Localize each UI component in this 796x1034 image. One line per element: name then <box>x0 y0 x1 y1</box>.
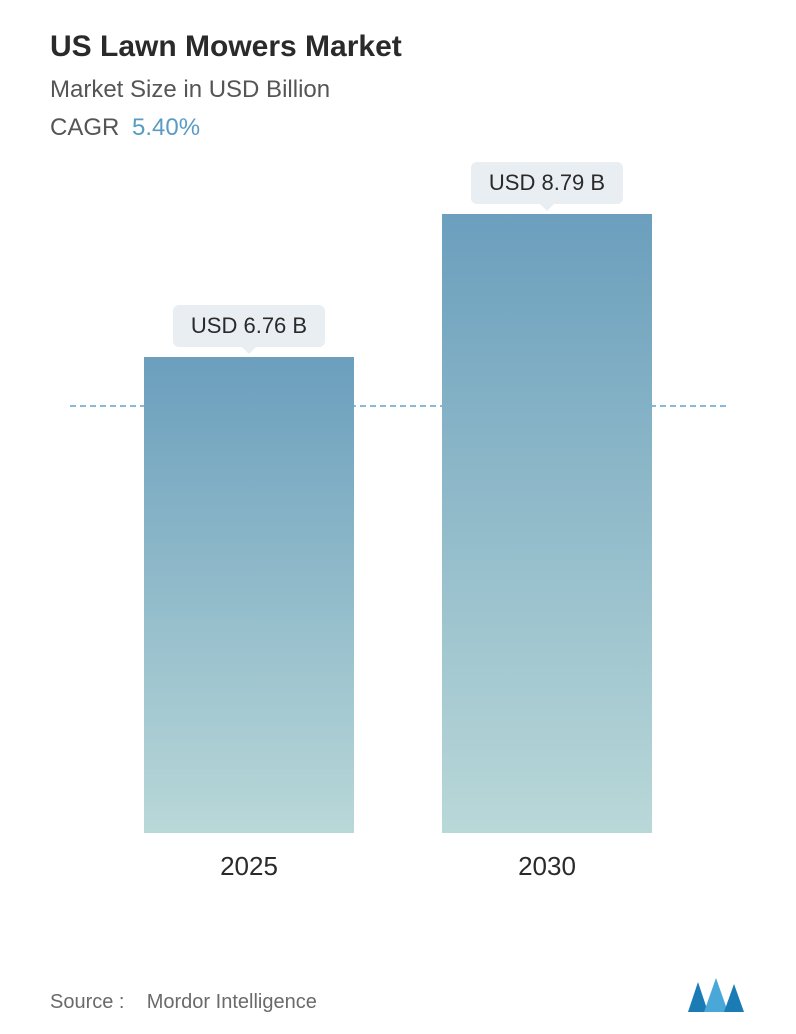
bar-1 <box>442 214 652 833</box>
bar-0 <box>144 357 354 833</box>
bar-group-0: USD 6.76 B 2025 <box>144 305 354 882</box>
chart-title: US Lawn Mowers Market <box>50 30 746 64</box>
bars-wrapper: USD 6.76 B 2025 USD 8.79 B 2030 <box>70 242 726 882</box>
chart-area: USD 6.76 B 2025 USD 8.79 B 2030 <box>50 182 746 954</box>
x-label-1: 2030 <box>518 851 576 882</box>
cagr-row: CAGR 5.40% <box>50 114 746 142</box>
cagr-value: 5.40% <box>132 114 200 141</box>
cagr-label: CAGR <box>50 114 119 141</box>
source-name: Mordor Intelligence <box>147 991 317 1013</box>
source-text: Source : Mordor Intelligence <box>50 991 317 1014</box>
source-label: Source : <box>50 991 124 1013</box>
chart-subtitle: Market Size in USD Billion <box>50 76 746 104</box>
bar-group-1: USD 8.79 B 2030 <box>442 162 652 882</box>
bar-value-label-0: USD 6.76 B <box>173 305 325 347</box>
mordor-logo-icon <box>686 974 746 1014</box>
x-label-0: 2025 <box>220 851 278 882</box>
bar-value-label-1: USD 8.79 B <box>471 162 623 204</box>
chart-footer: Source : Mordor Intelligence <box>50 954 746 1014</box>
